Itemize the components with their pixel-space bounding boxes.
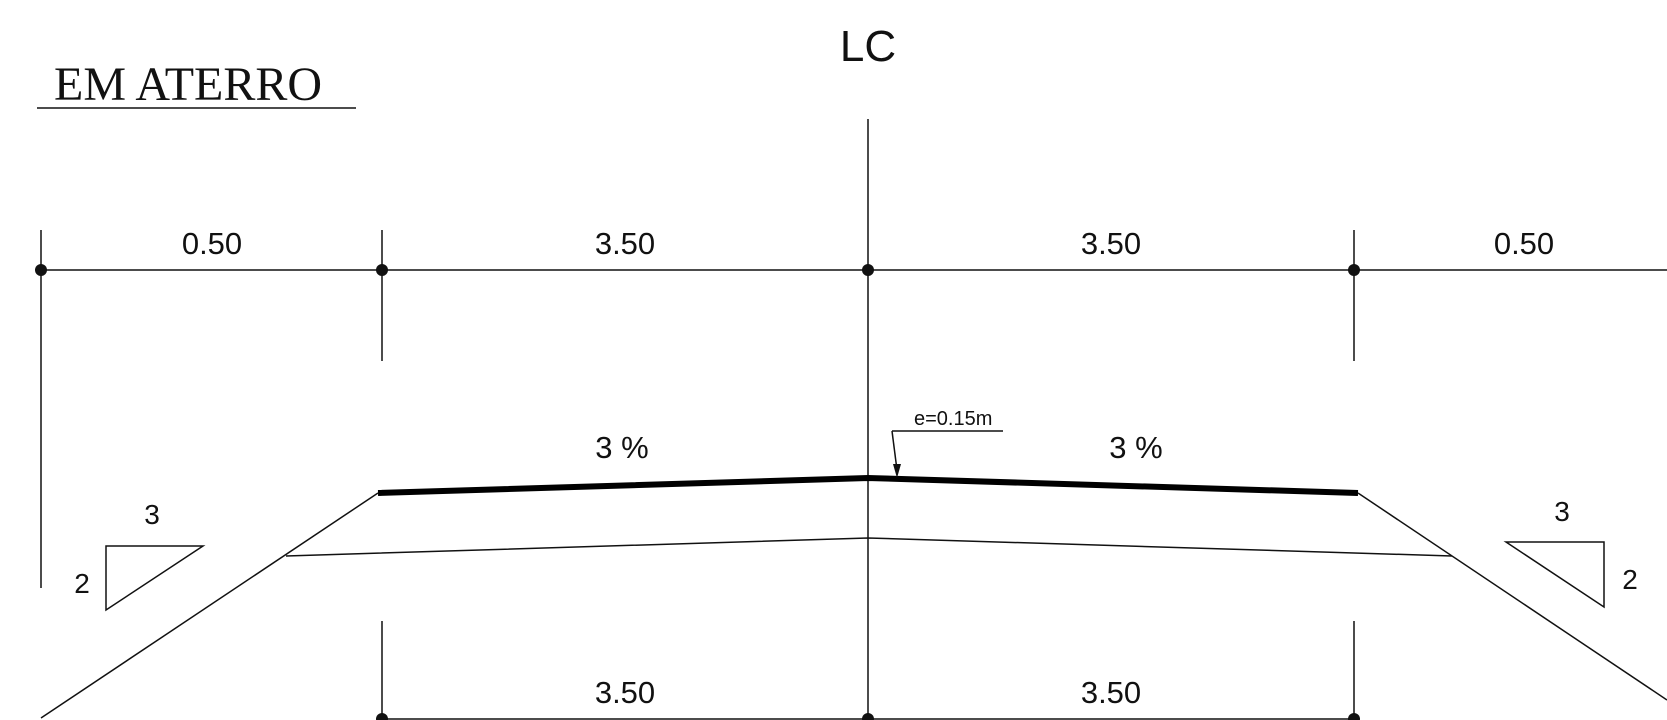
top-dim-lane-right: 3.50 [1081,226,1141,261]
pavement-surface [377,474,1359,496]
dimension-tick [35,264,47,276]
slope-left-horizontal: 3 [144,499,160,530]
top-dim-shoulder-right: 0.50 [1494,226,1554,261]
bottom-dim-lane-left: 3.50 [595,675,655,710]
embankment-slope-right [1357,492,1667,701]
top-dim-lane-left: 3.50 [595,226,655,261]
cross-slope-right: 3 % [1109,430,1162,465]
cross-slope-left: 3 % [595,430,648,465]
thickness-arrowhead [893,464,901,478]
pavement-thickness-label: e=0.15m [914,408,992,430]
centerline-label: LC [840,22,896,71]
dimension-tick [862,264,874,276]
base-layer-line [285,537,1453,557]
slope-triangle-right [1503,541,1605,609]
slope-left-vertical: 2 [74,568,90,599]
embankment-slope-left [40,492,379,719]
dimension-tick [1348,264,1360,276]
thickness-leader-line [891,430,898,471]
top-dim-shoulder-left: 0.50 [182,226,242,261]
dimension-tick [1348,713,1360,720]
section-title: EM ATERRO [54,58,322,111]
bottom-dim-lane-right: 3.50 [1081,675,1141,710]
dimension-tick [376,713,388,720]
slope-right-horizontal: 3 [1554,496,1570,527]
slope-right-vertical: 2 [1622,564,1638,595]
slope-triangle-left [105,545,206,612]
dimension-tick [376,264,388,276]
dimension-tick [862,713,874,720]
